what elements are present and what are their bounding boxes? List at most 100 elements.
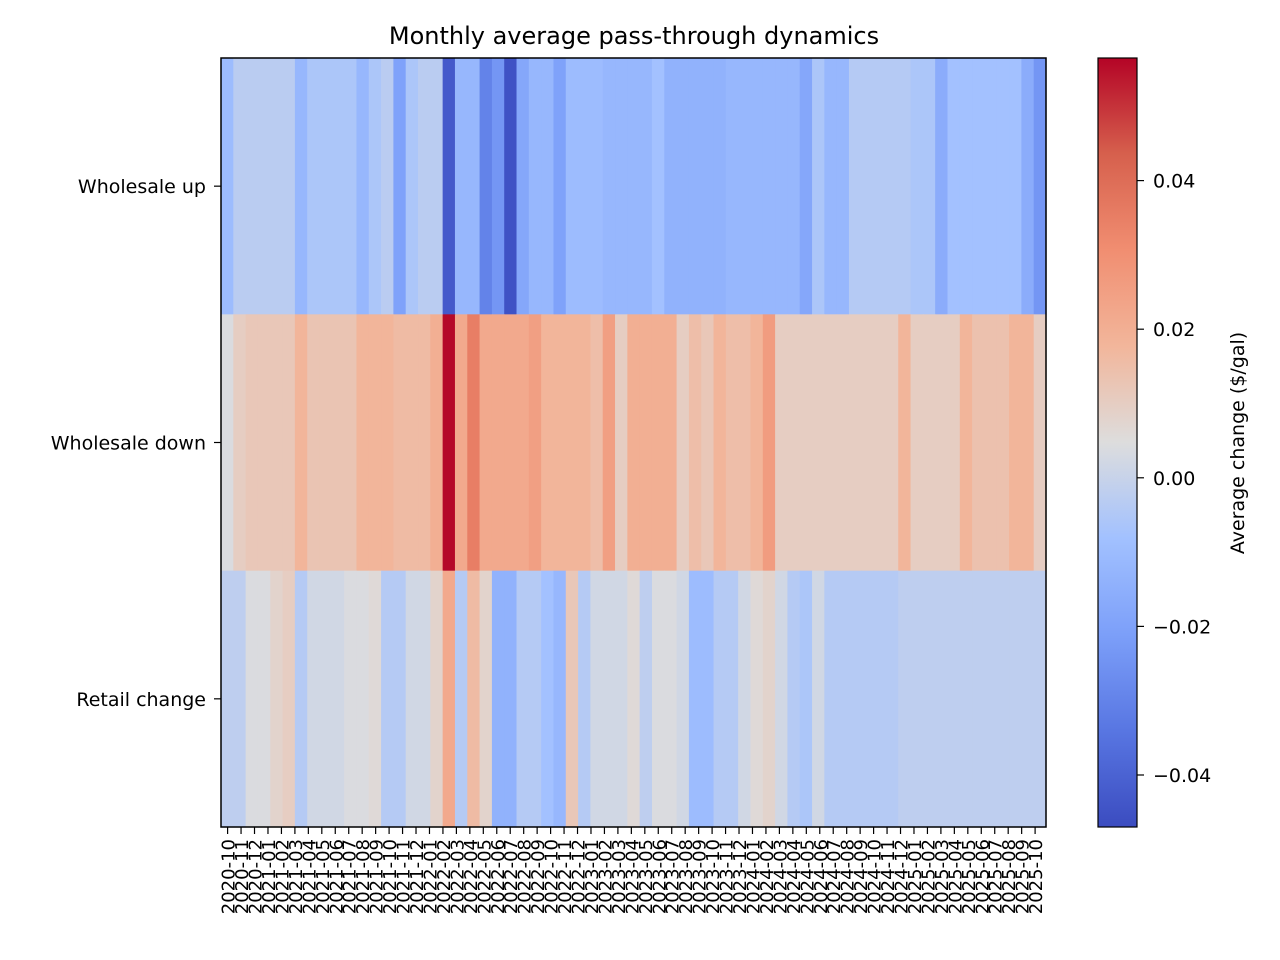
heatmap-cell [615,58,628,315]
x-tick-label: 2024-09 [851,839,872,914]
x-tick-label: 2023-04 [622,839,643,914]
x-tick-label: 2021-10 [380,839,401,914]
heatmap-cell [922,570,936,828]
heatmap-cell [1021,314,1035,572]
heatmap-cell [824,58,838,315]
heatmap-cell [959,314,973,572]
heatmap-cell [294,570,308,828]
x-tick-label: 2024-11 [878,839,899,914]
x-tick-label: 2022-08 [515,839,536,914]
x-tick-label: 2022-02 [434,839,455,914]
heatmap-cell [307,314,321,572]
heatmap-cell [664,58,678,315]
heatmap-cell [368,570,382,828]
x-tick-label: 2022-07 [501,839,522,914]
heatmap-cell [935,570,949,828]
heatmap-cell [762,570,776,828]
heatmap-cell [270,314,284,572]
heatmap-cell [959,570,973,828]
heatmap-cell [245,570,259,828]
heatmap-cell [319,58,333,315]
heatmap-cell [885,314,899,572]
x-tick-label: 2020-11 [232,839,253,914]
heatmap-cell [257,58,271,315]
heatmap-cell [282,570,296,828]
heatmap-cell [1009,314,1022,572]
heatmap-cell [775,570,789,828]
heatmap-cell [294,314,308,572]
heatmap-cell [430,570,444,828]
heatmap-cell [541,570,555,828]
heatmap-cell [294,58,308,315]
heatmap-cell [1033,314,1047,572]
heatmap-cell [947,58,961,315]
heatmap-cell [873,58,887,315]
heatmap-cell [688,314,702,572]
heatmap-cell [996,570,1010,828]
heatmap-cell [701,58,715,315]
heatmap-cell [541,58,555,315]
y-axis: Wholesale up Wholesale down Retail change [51,176,221,711]
y-tick-label: Wholesale up [78,176,206,198]
heatmap-cell [479,570,493,828]
heatmap-cell [639,570,653,828]
heatmap-cell [504,314,518,572]
heatmap-cell [885,570,899,828]
heatmap-cell [1033,58,1047,315]
heatmap-cell [307,58,321,315]
heatmap-cell [418,314,431,572]
chart-title: Monthly average pass-through dynamics [389,22,879,50]
heatmap-cell [393,58,407,315]
heatmap-cell [590,314,604,572]
x-tick-label: 2025-05 [959,839,980,914]
heatmap-cell [467,314,481,572]
heatmap-cell [738,314,752,572]
heatmap-cell [368,314,382,572]
colorbar-tick-label: 0.02 [1153,319,1195,341]
heatmap-cell [442,570,456,828]
heatmap-cell [491,570,505,828]
heatmap-cell [725,314,739,572]
x-tick-label: 2025-04 [945,839,966,914]
heatmap-cell [553,314,567,572]
heatmap-cell [775,58,789,315]
heatmap-cell [381,58,394,315]
heatmap-cell [861,314,875,572]
heatmap-cell [467,570,481,828]
x-tick-label: 2024-01 [743,839,764,914]
heatmap-cell [812,314,825,572]
colorbar-axis: −0.04 −0.02 0.00 0.02 0.04 [1137,171,1211,787]
heatmap-cell [812,570,825,828]
x-tick-label: 2023-11 [717,839,738,914]
x-tick-label: 2025-02 [918,839,939,914]
heatmap-cell [479,314,493,572]
heatmap-cell [565,570,579,828]
x-tick-label: 2024-06 [811,839,832,914]
heatmap-cell [602,58,616,315]
heatmap-cell [676,314,690,572]
x-tick-label: 2023-09 [690,839,711,914]
x-tick-label: 2024-05 [797,839,818,914]
heatmap-cell [221,570,234,828]
heatmap-cell [454,314,468,572]
heatmap-cell [233,570,247,828]
heatmap-cell [602,570,616,828]
heatmap-cell [615,314,628,572]
heatmap-cell [848,58,862,315]
x-tick-label: 2022-04 [461,839,482,914]
heatmap-cell [873,570,887,828]
heatmap-cell [516,570,530,828]
heatmap-cell [282,314,296,572]
heatmap-cell [430,58,444,315]
heatmap-cell [935,314,949,572]
heatmap-cell [602,314,616,572]
heatmap-cell [664,314,678,572]
heatmap-cell [713,314,727,572]
x-tick-label: 2023-08 [676,839,697,914]
heatmap-cell [319,570,333,828]
heatmap-cell [750,58,764,315]
heatmap-cell [725,58,739,315]
x-tick-label: 2023-10 [703,839,724,914]
heatmap-cell [541,314,555,572]
